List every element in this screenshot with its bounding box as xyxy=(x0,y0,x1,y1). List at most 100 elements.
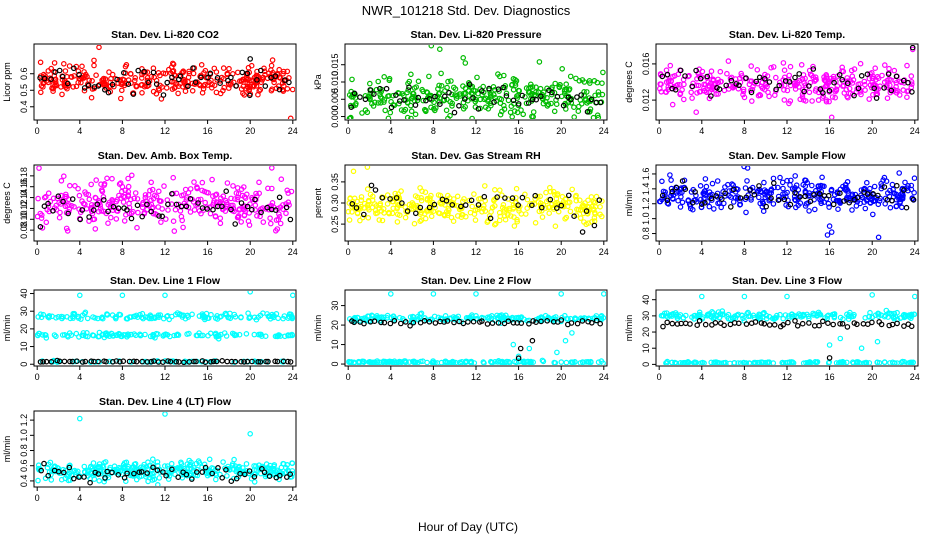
data-point xyxy=(750,83,756,90)
data-point xyxy=(535,199,542,205)
series-recent xyxy=(659,178,917,211)
data-point xyxy=(491,203,498,209)
data-point xyxy=(585,197,591,204)
data-point xyxy=(450,218,457,225)
data-point xyxy=(43,219,50,226)
data-point xyxy=(215,464,221,471)
data-point xyxy=(842,182,849,188)
data-point xyxy=(591,215,598,221)
data-point xyxy=(401,97,407,103)
data-point xyxy=(823,97,830,103)
data-point xyxy=(798,62,805,68)
data-point xyxy=(911,175,917,181)
data-point xyxy=(599,80,605,87)
data-point xyxy=(107,464,114,471)
data-point xyxy=(112,314,119,321)
data-point xyxy=(881,85,887,91)
data-point xyxy=(160,92,167,98)
data-point xyxy=(571,114,577,119)
data-point xyxy=(388,314,394,321)
data-point xyxy=(61,358,68,365)
data-point xyxy=(71,73,78,79)
x-tick-label: 16 xyxy=(203,247,213,257)
data-point xyxy=(677,204,684,210)
y-axis-label: ml/min xyxy=(2,436,12,463)
data-point xyxy=(663,313,670,319)
data-point xyxy=(281,77,288,83)
data-point xyxy=(59,91,65,98)
data-point xyxy=(553,205,560,211)
data-point xyxy=(134,314,141,321)
data-point xyxy=(223,188,230,195)
data-point xyxy=(509,114,515,119)
data-point xyxy=(208,77,214,84)
data-point xyxy=(277,204,284,211)
data-point xyxy=(743,209,749,216)
data-point xyxy=(145,478,151,485)
data-point xyxy=(150,331,156,338)
data-point xyxy=(858,345,865,352)
data-point xyxy=(884,95,891,102)
data-point xyxy=(359,214,366,221)
data-point xyxy=(466,197,473,204)
data-point xyxy=(182,88,189,95)
data-point xyxy=(130,91,137,97)
data-point xyxy=(361,200,368,207)
data-point xyxy=(768,195,774,202)
data-point xyxy=(766,322,773,328)
data-point xyxy=(239,69,246,76)
data-point xyxy=(40,358,47,365)
data-point xyxy=(361,320,367,327)
data-point xyxy=(387,196,393,202)
data-point xyxy=(431,201,438,208)
y-tick-label: 0.30 xyxy=(330,194,340,212)
data-point xyxy=(372,201,378,207)
data-point xyxy=(165,476,172,482)
data-point xyxy=(125,183,132,190)
data-point xyxy=(346,200,353,206)
data-point xyxy=(412,210,419,217)
data-point xyxy=(105,89,112,96)
data-point xyxy=(387,291,394,297)
data-point xyxy=(815,97,822,103)
data-point xyxy=(786,72,793,79)
data-point xyxy=(558,202,565,209)
data-point xyxy=(228,358,235,365)
data-point xyxy=(350,168,357,175)
data-point xyxy=(879,72,885,79)
data-point xyxy=(436,90,443,96)
y-tick-label: 20 xyxy=(330,320,340,330)
data-point xyxy=(565,199,571,206)
points xyxy=(35,291,295,365)
data-point xyxy=(102,87,108,93)
data-point xyxy=(538,208,545,214)
data-point xyxy=(88,358,95,365)
data-point xyxy=(175,474,182,481)
data-point xyxy=(563,81,570,88)
data-point xyxy=(794,322,801,329)
series-all xyxy=(346,45,606,119)
data-point xyxy=(475,106,482,112)
data-point xyxy=(412,102,419,108)
data-point xyxy=(95,208,102,215)
x-tick-label: 12 xyxy=(782,247,792,257)
data-point xyxy=(826,88,833,94)
data-point xyxy=(527,81,534,88)
data-point xyxy=(284,68,291,75)
data-point xyxy=(874,338,881,345)
data-point xyxy=(578,92,585,98)
data-point xyxy=(420,97,427,104)
data-point xyxy=(436,46,443,53)
data-point xyxy=(435,210,442,216)
data-point xyxy=(187,196,194,202)
data-point xyxy=(418,310,425,317)
data-point xyxy=(155,482,161,486)
data-point xyxy=(669,359,675,365)
data-point xyxy=(144,201,150,208)
data-point xyxy=(348,104,355,111)
data-point xyxy=(121,465,127,472)
x-tick-label: 0 xyxy=(35,126,40,136)
y-tick-label: 30 xyxy=(19,306,29,316)
x-tick-label: 24 xyxy=(599,372,609,382)
